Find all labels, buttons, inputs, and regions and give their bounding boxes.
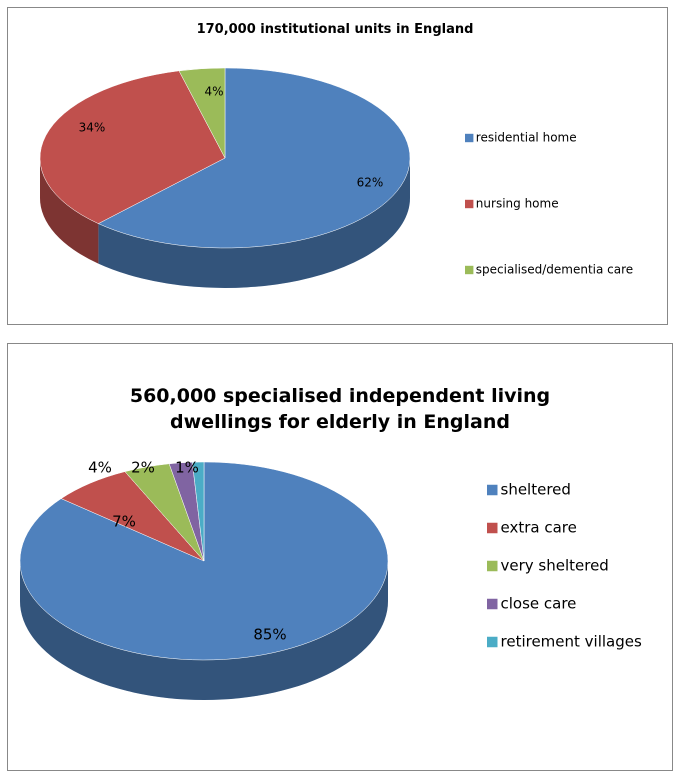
legend-label: retirement villages [501, 633, 642, 651]
legend-swatch [487, 560, 498, 572]
slice [39, 70, 226, 224]
legend-swatch [487, 636, 498, 648]
slice [178, 67, 226, 159]
slice-side [20, 561, 388, 700]
data-label: 85% [253, 626, 286, 644]
legend-swatch [487, 484, 498, 496]
slice-side [98, 158, 410, 288]
legend-swatch [465, 199, 474, 209]
legend-label: residential home [476, 131, 577, 145]
slice [192, 461, 205, 562]
slice-side-shade [40, 158, 99, 264]
slice-side-shade [20, 561, 388, 700]
data-label: 7% [112, 513, 136, 531]
legend-swatch [487, 522, 498, 534]
data-label: 62% [357, 176, 384, 190]
chart-title: 170,000 institutional units in England [196, 22, 474, 37]
data-label: 2% [131, 459, 155, 477]
slice-side [40, 158, 99, 264]
slice-side-shade [98, 158, 410, 288]
legend-swatch [487, 598, 498, 610]
data-label: 4% [204, 85, 223, 99]
legend-label: specialised/dementia care [476, 263, 633, 277]
legend-label: sheltered [501, 481, 571, 499]
legend-label: nursing home [476, 197, 559, 211]
legend-label: very sheltered [501, 557, 609, 575]
data-label: 34% [79, 121, 106, 135]
data-label: 1% [175, 459, 199, 477]
data-label: 4% [88, 459, 112, 477]
legend-swatch [465, 265, 474, 275]
legend-swatch [465, 133, 474, 143]
legend-label: extra care [501, 519, 577, 537]
legend-label: close care [501, 595, 577, 613]
chart-title: 560,000 specialised independent living d… [129, 385, 551, 433]
slice [97, 67, 411, 249]
